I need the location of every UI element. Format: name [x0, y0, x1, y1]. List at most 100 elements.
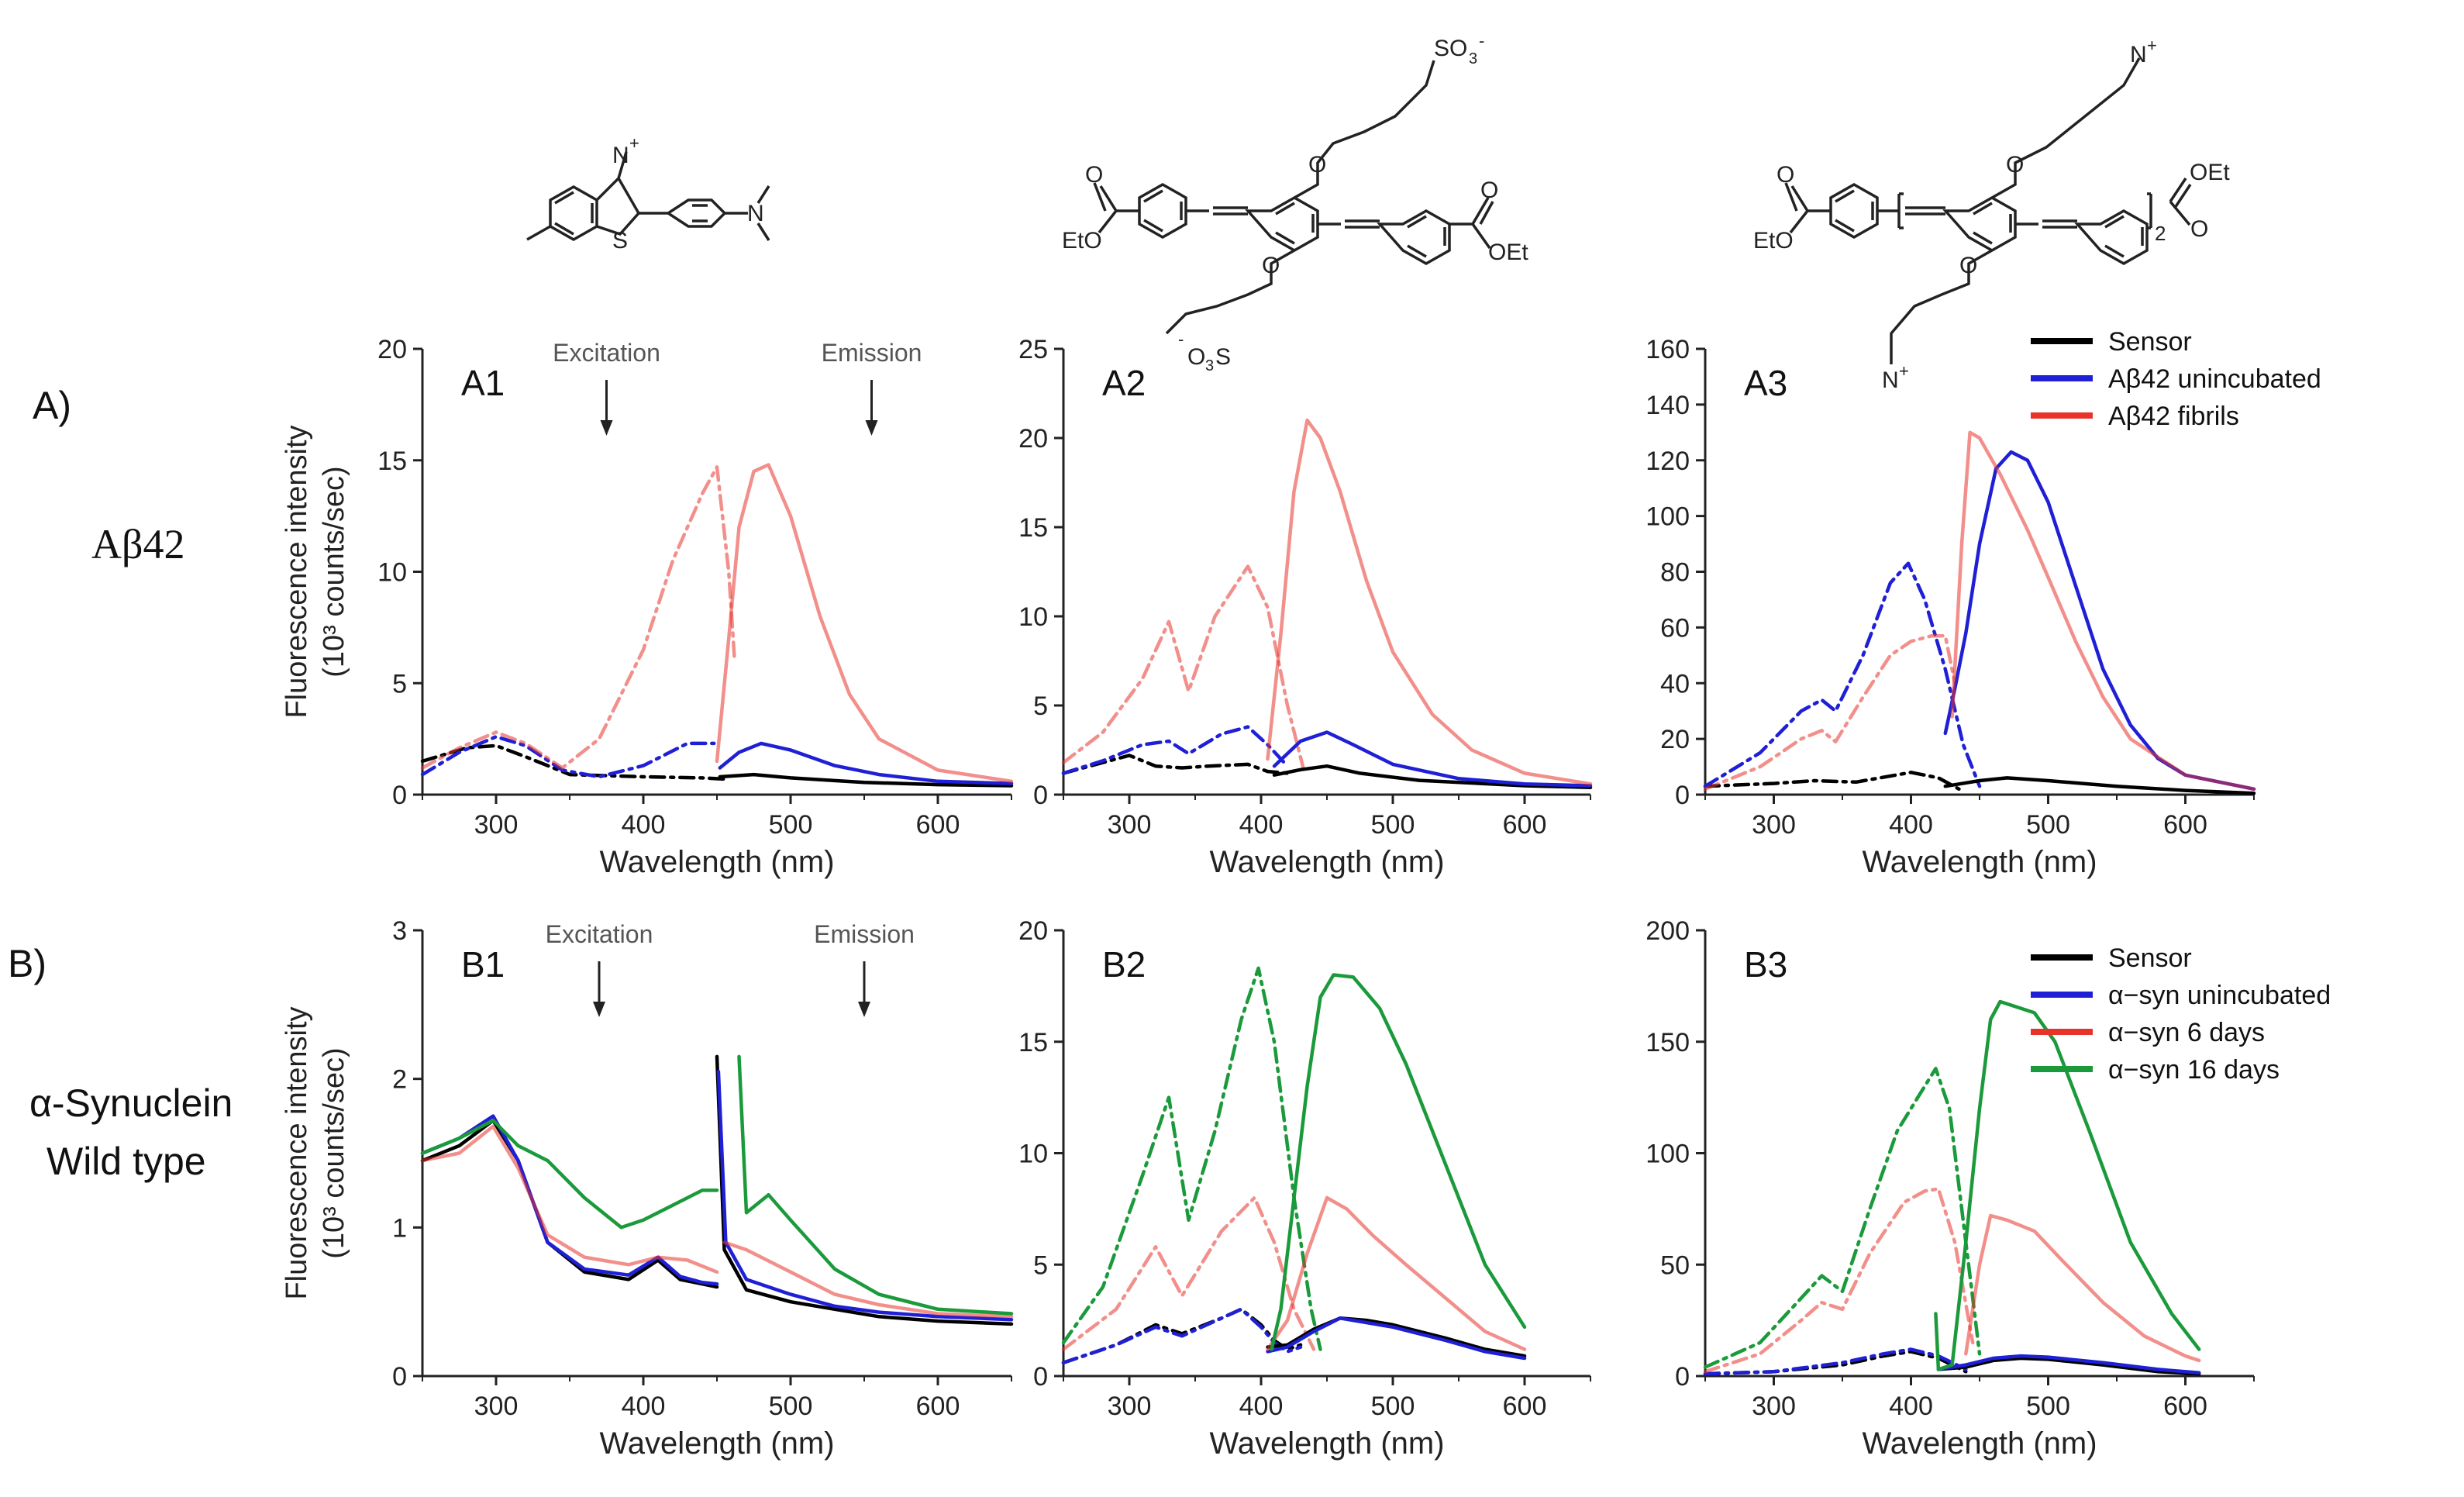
- b1-series--syn-unincubated-excitation: [420, 1114, 719, 1286]
- a1-series-a-42-unincubated-excitation: [420, 735, 716, 779]
- structure-2-o-left: O: [1085, 162, 1103, 188]
- a2-series-a-42-unincubated-excitation: [1061, 725, 1290, 775]
- a2-x-label: Wavelength (nm): [1209, 845, 1444, 879]
- b3-series--syn-16-days-excitation: [1703, 1067, 1982, 1369]
- structure-3-bonds: [1784, 57, 2192, 364]
- a2-series-a-42-fibrils-excitation: [1061, 564, 1305, 770]
- row-labels: A) Aβ42 B) α-Synuclein Wild type: [8, 384, 233, 1183]
- b1-series--syn-16-days-excitation: [420, 1119, 719, 1230]
- structure-2-so3-sub: 3: [1469, 50, 1477, 67]
- b3-x-tick-label-1: 400: [1889, 1392, 1933, 1421]
- a3-y-tick-label-2: 40: [1660, 669, 1690, 698]
- chart-panel-b2: 300 400 500 600 0 5 10 15 20 Wavelength (nm) B2: [1018, 916, 1591, 1461]
- a3-series-a-42-unincubated-emission: [1943, 450, 2256, 792]
- legend-b3-label-3: α−syn 16 days: [2108, 1055, 2280, 1085]
- b3-y-tick-label-0: 0: [1675, 1362, 1690, 1392]
- a1-y-tick-label-4: 20: [377, 335, 407, 364]
- row-b-letter: B): [8, 942, 47, 985]
- b2-x-tick-label-3: 600: [1503, 1392, 1547, 1421]
- structure-2-so3: SO: [1434, 36, 1467, 61]
- legend-row-a: Sensor Aβ42 unincubated Aβ42 fibrils: [2031, 327, 2321, 431]
- structure-2: SO 3 - O O EtO OEt O O - O 3 S: [1062, 31, 1528, 374]
- a3-x-tick-label-0: 300: [1752, 810, 1796, 840]
- b3-y-tick-label-1: 50: [1660, 1250, 1690, 1280]
- b2-title: B2: [1102, 944, 1146, 985]
- a2-x-tick-label-2: 500: [1371, 810, 1415, 840]
- a2-y-tick-label-1: 5: [1033, 692, 1048, 721]
- legend-a3-label-0: Sensor: [2108, 327, 2192, 357]
- a1-y-tick-label-3: 15: [377, 447, 407, 476]
- b1-series--syn-unincubated-emission: [716, 1069, 1014, 1322]
- structure-3-o-left: O: [1776, 162, 1794, 188]
- a2-series-sensor-emission: [1272, 764, 1593, 790]
- a1-x-tick-label-1: 400: [622, 810, 666, 840]
- b3-y-tick-label-4: 200: [1646, 916, 1690, 946]
- a2-x-tick-label-1: 400: [1239, 810, 1284, 840]
- b2-series--syn-6-days-excitation: [1061, 1195, 1316, 1351]
- a2-title: A2: [1102, 363, 1146, 403]
- a3-x-tick-label-2: 500: [2026, 810, 2070, 840]
- legend-b3-label-1: α−syn unincubated: [2108, 981, 2331, 1010]
- b1-annotation-1: Emission: [814, 920, 915, 948]
- b3-x-tick-label-0: 300: [1752, 1392, 1796, 1421]
- a2-series-sensor-excitation: [1061, 754, 1290, 775]
- b1-x-tick-label-0: 300: [474, 1392, 519, 1421]
- structure-3-n-bottom: N: [1882, 367, 1899, 393]
- structure-3-o-top: O: [2006, 152, 2024, 178]
- a3-y-tick-label-7: 140: [1646, 391, 1690, 420]
- a3-x-tick-label-3: 600: [2163, 810, 2207, 840]
- b3-y-tick-label-2: 100: [1646, 1140, 1690, 1169]
- structure-3-n-top: N: [2130, 42, 2147, 67]
- b2-y-tick-label-2: 10: [1018, 1140, 1048, 1169]
- a3-series-a-42-fibrils-excitation: [1703, 633, 1957, 792]
- a3-series-sensor-excitation: [1703, 771, 1961, 792]
- a3-y-tick-label-4: 80: [1660, 558, 1690, 588]
- legend-b3-label-0: Sensor: [2108, 943, 2192, 973]
- b3-series--syn-6-days-emission: [1964, 1213, 2201, 1363]
- a2-series-a-42-unincubated-emission: [1272, 730, 1593, 788]
- a2-y-tick-label-2: 10: [1018, 602, 1048, 632]
- b1-y-tick-label-1: 1: [392, 1213, 407, 1243]
- b3-series--syn-unincubated-excitation: [1703, 1347, 1968, 1376]
- a1-y-label-line2: (10³ counts/sec): [318, 466, 350, 677]
- a3-y-tick-label-5: 100: [1646, 502, 1690, 532]
- a3-title: A3: [1744, 363, 1787, 403]
- b2-series--syn-16-days-emission: [1270, 973, 1527, 1351]
- row-a-letter: A): [33, 384, 71, 427]
- b1-annotation-arrowhead-0: [593, 1002, 605, 1017]
- structure-2-o3s-minus: -: [1178, 329, 1184, 349]
- structure-2-oet: OEt: [1488, 240, 1528, 265]
- structure-3: N + O O EtO OEt 2 O O N +: [1753, 36, 2230, 393]
- row-b-name-line1: α-Synuclein: [29, 1081, 233, 1125]
- a3-series-a-42-unincubated-excitation: [1703, 561, 1982, 788]
- legend-a3-label-2: Aβ42 fibrils: [2108, 402, 2239, 431]
- a3-y-tick-label-6: 120: [1646, 447, 1690, 476]
- structure-2-so3-minus: -: [1479, 31, 1484, 50]
- b1-y-tick-label-0: 0: [392, 1362, 407, 1392]
- a1-y-tick-label-2: 10: [377, 558, 407, 588]
- a1-annotation-arrowhead-1: [865, 420, 878, 436]
- b1-x-tick-label-1: 400: [622, 1392, 666, 1421]
- a2-y-tick-label-3: 15: [1018, 513, 1048, 543]
- b2-x-label: Wavelength (nm): [1209, 1426, 1444, 1461]
- a3-y-tick-label-3: 60: [1660, 613, 1690, 643]
- b1-series--syn-6-days-excitation: [420, 1124, 719, 1275]
- structure-2-o3s-o: O: [1187, 344, 1205, 370]
- a3-y-tick-label-1: 20: [1660, 725, 1690, 754]
- b1-series--syn-6-days-emission: [722, 1240, 1014, 1319]
- legend-b3-label-2: α−syn 6 days: [2108, 1018, 2265, 1047]
- a1-x-label: Wavelength (nm): [599, 845, 834, 879]
- b2-series--syn-16-days-excitation: [1061, 966, 1322, 1351]
- structure-2-eto: EtO: [1062, 228, 1102, 254]
- legend-a3-label-1: Aβ42 unincubated: [2108, 364, 2321, 394]
- b2-y-tick-label-1: 5: [1033, 1250, 1048, 1280]
- row-a-name: Aβ42: [91, 521, 184, 567]
- a1-series-a-42-unincubated-emission: [718, 741, 1014, 785]
- a1-annotation-1: Emission: [822, 339, 922, 367]
- a1-x-tick-label-0: 300: [474, 810, 519, 840]
- structure-2-o3s-s: S: [1215, 344, 1231, 370]
- a2-y-tick-label-4: 20: [1018, 424, 1048, 454]
- a1-series-sensor-emission: [718, 772, 1014, 788]
- a2-series-a-42-fibrils-emission: [1266, 418, 1593, 786]
